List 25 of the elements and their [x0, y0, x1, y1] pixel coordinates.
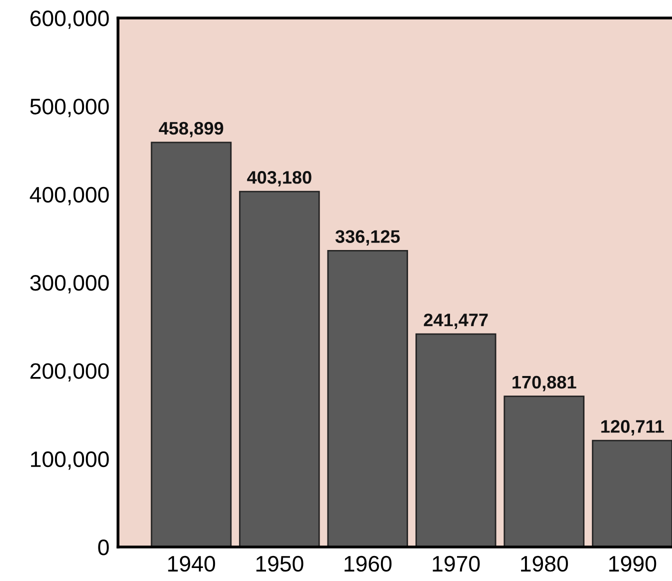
data-label: 170,881 [512, 376, 576, 392]
x-tick-label: 1940 [168, 556, 216, 572]
data-label: 120,711 [601, 420, 664, 436]
y-tick-label: 600,000 [30, 10, 109, 29]
bar [592, 440, 672, 547]
x-tick-label: 1980 [521, 556, 568, 572]
y-tick-label: 300,000 [30, 275, 109, 294]
data-label: 458,899 [158, 122, 224, 138]
y-tick-label: 100,000 [31, 451, 109, 470]
y-tick-label: 200,000 [30, 363, 109, 382]
bar [150, 142, 232, 547]
x-tick-label: 1960 [344, 556, 392, 572]
bar [239, 190, 320, 547]
bar [415, 333, 496, 547]
y-tick-label: 500,000 [30, 98, 109, 118]
data-label: 403,180 [247, 171, 312, 186]
data-label: 241,477 [424, 314, 488, 329]
x-tick-label: 1970 [432, 556, 480, 572]
y-tick-label: 0 [98, 540, 109, 556]
y-tick-label: 400,000 [30, 186, 109, 206]
x-tick-label: 1950 [256, 556, 304, 572]
x-tick-label: 1990 [609, 556, 656, 572]
bar [504, 396, 584, 547]
data-label: 336,125 [335, 230, 400, 246]
bar [327, 250, 408, 547]
